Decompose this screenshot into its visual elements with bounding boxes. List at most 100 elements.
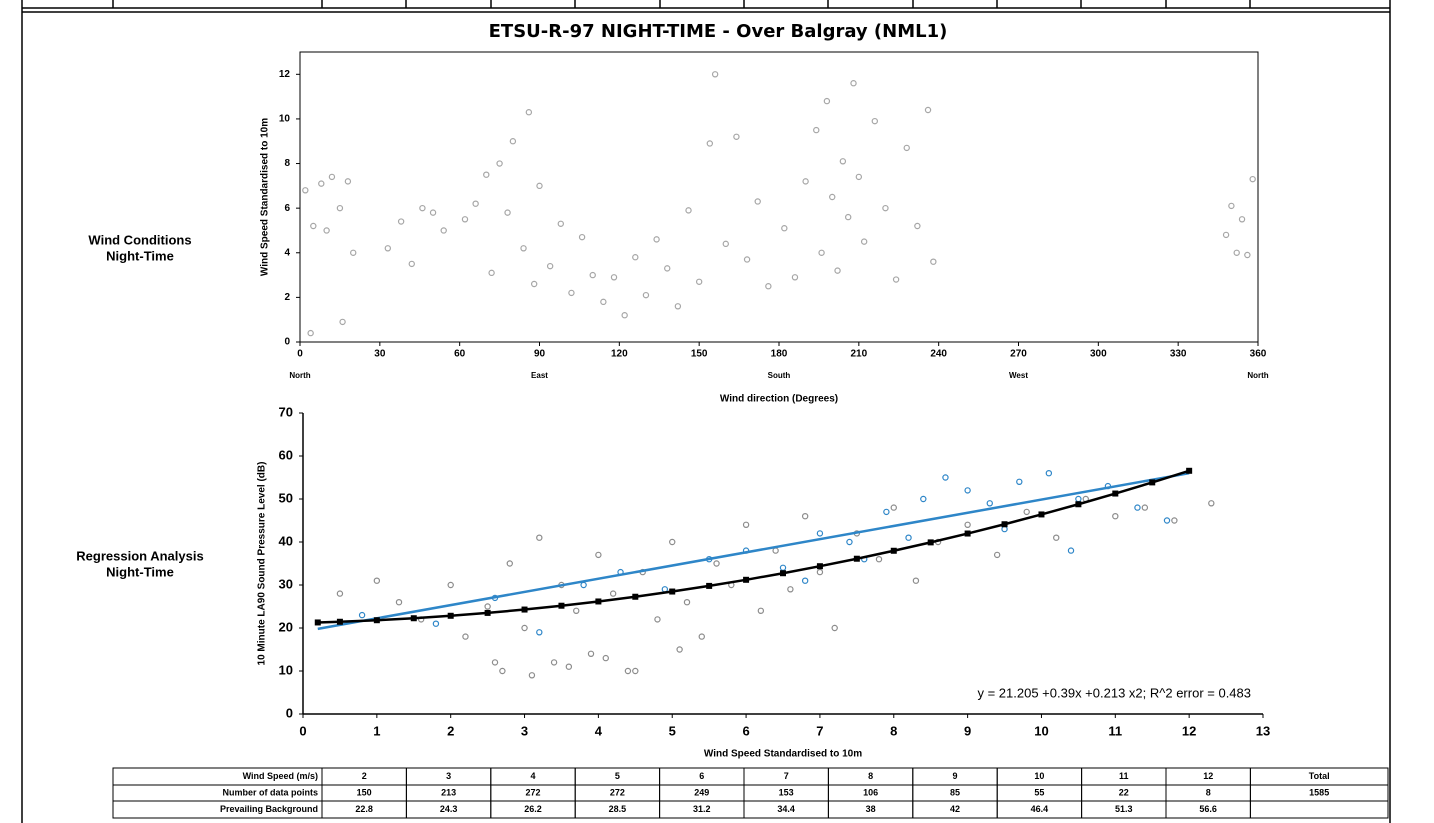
x-tick-label: 2 — [447, 723, 454, 738]
scatter-point — [419, 204, 426, 212]
scatter-point — [713, 560, 720, 567]
y-tick-label: 10 — [279, 114, 291, 125]
scatter-point — [829, 193, 836, 201]
cell-text: 7 — [784, 771, 789, 781]
y-tick-label: 8 — [284, 158, 290, 169]
x-tick-label: 12 — [1182, 723, 1196, 738]
scatter-point — [395, 599, 403, 606]
x-tick-label: 270 — [1010, 349, 1027, 360]
line-marker — [780, 570, 786, 577]
cell-text: 272 — [610, 787, 625, 797]
scatter-point — [339, 318, 346, 326]
line-marker — [484, 609, 491, 616]
scatter-point — [791, 274, 799, 281]
scatter-point — [993, 551, 1001, 559]
scatter-point — [488, 269, 495, 277]
x-tick-label: 13 — [1256, 723, 1270, 738]
scatter-point — [565, 663, 573, 670]
scatter-point — [882, 204, 889, 212]
scatter-point — [557, 220, 564, 227]
cell-text: 5 — [615, 771, 620, 781]
x-tick-label: 6 — [742, 723, 749, 738]
scatter-point — [695, 278, 703, 285]
scatter-point — [1045, 470, 1053, 477]
x-tick-label: 9 — [964, 723, 971, 738]
row-header: Prevailing Background — [220, 804, 318, 814]
scatter-point — [496, 160, 503, 167]
scatter-point — [632, 667, 639, 675]
scatter-point — [472, 200, 479, 207]
line-marker — [743, 576, 750, 583]
x-tick-label: 90 — [534, 349, 546, 360]
scatter-point — [802, 178, 809, 185]
y-axis-label: Wind Speed Standardised to 10m — [260, 118, 271, 276]
scatter-point — [642, 291, 650, 299]
scatter-point — [609, 590, 617, 597]
scatter-point — [350, 249, 357, 256]
scatter-point — [307, 329, 314, 337]
scatter-point — [1134, 504, 1141, 511]
scatter-point — [816, 568, 824, 576]
scatter-point — [787, 586, 794, 593]
cell-text: 153 — [779, 787, 794, 797]
scatter-point — [610, 274, 618, 281]
scatter-point — [757, 607, 765, 615]
scatter-point — [632, 254, 639, 261]
scatter-point — [683, 599, 691, 606]
x-tick-label: 5 — [669, 723, 676, 738]
line-marker — [521, 606, 528, 613]
scatter-point — [1208, 500, 1215, 507]
line-marker — [816, 563, 823, 570]
x-tick-label: 1 — [373, 723, 380, 738]
section-label: Wind Conditions — [88, 232, 191, 247]
direction-label: South — [768, 371, 791, 380]
scatter-point — [344, 178, 352, 185]
x-tick-label: 4 — [595, 723, 603, 738]
scatter-point — [621, 312, 628, 319]
scatter-point — [850, 80, 857, 87]
scatter-point — [912, 577, 920, 584]
scatter-point — [669, 538, 676, 546]
scatter-point — [722, 240, 729, 248]
scatter-point — [1228, 202, 1235, 210]
line-marker — [558, 602, 565, 609]
scatter-point — [781, 225, 788, 232]
line-marker — [447, 612, 454, 619]
direction-label: East — [531, 371, 548, 380]
scatter-point — [823, 97, 831, 105]
y-tick-label: 60 — [279, 447, 293, 462]
cell-text: 22 — [1119, 787, 1129, 797]
line-marker — [314, 619, 321, 626]
scatter-point — [930, 258, 937, 265]
cell-text: 55 — [1034, 787, 1044, 797]
scatter-point — [578, 233, 586, 241]
scatter-point — [844, 213, 852, 221]
x-tick-label: 300 — [1090, 349, 1107, 360]
scatter-point — [520, 245, 527, 252]
cell-text: Total — [1309, 771, 1330, 781]
scatter-point — [491, 659, 499, 666]
scatter-point — [905, 534, 912, 541]
y-tick-label: 2 — [284, 292, 290, 303]
cell-text: 56.6 — [1199, 804, 1217, 814]
scatter-point — [536, 182, 543, 190]
fit-line — [317, 469, 1190, 624]
direction-label: North — [289, 371, 310, 380]
scatter-point — [358, 611, 366, 619]
scatter-point — [883, 508, 890, 516]
section-label: Night-Time — [106, 248, 174, 263]
scatter-point — [432, 620, 440, 627]
scatter-point — [509, 138, 517, 145]
cell-text: 8 — [1206, 787, 1211, 797]
cell-text: 3 — [446, 771, 451, 781]
scatter-point — [1053, 534, 1060, 541]
cell-text: 85 — [950, 787, 960, 797]
scatter-point — [846, 538, 853, 546]
x-axis-label: Wind Speed Standardised to 10m — [704, 749, 862, 760]
y-tick-label: 6 — [284, 203, 290, 214]
y-tick-label: 70 — [279, 404, 293, 419]
scatter-point — [711, 71, 719, 78]
scatter-point — [1001, 525, 1008, 533]
cell-text: 46.4 — [1031, 804, 1049, 814]
